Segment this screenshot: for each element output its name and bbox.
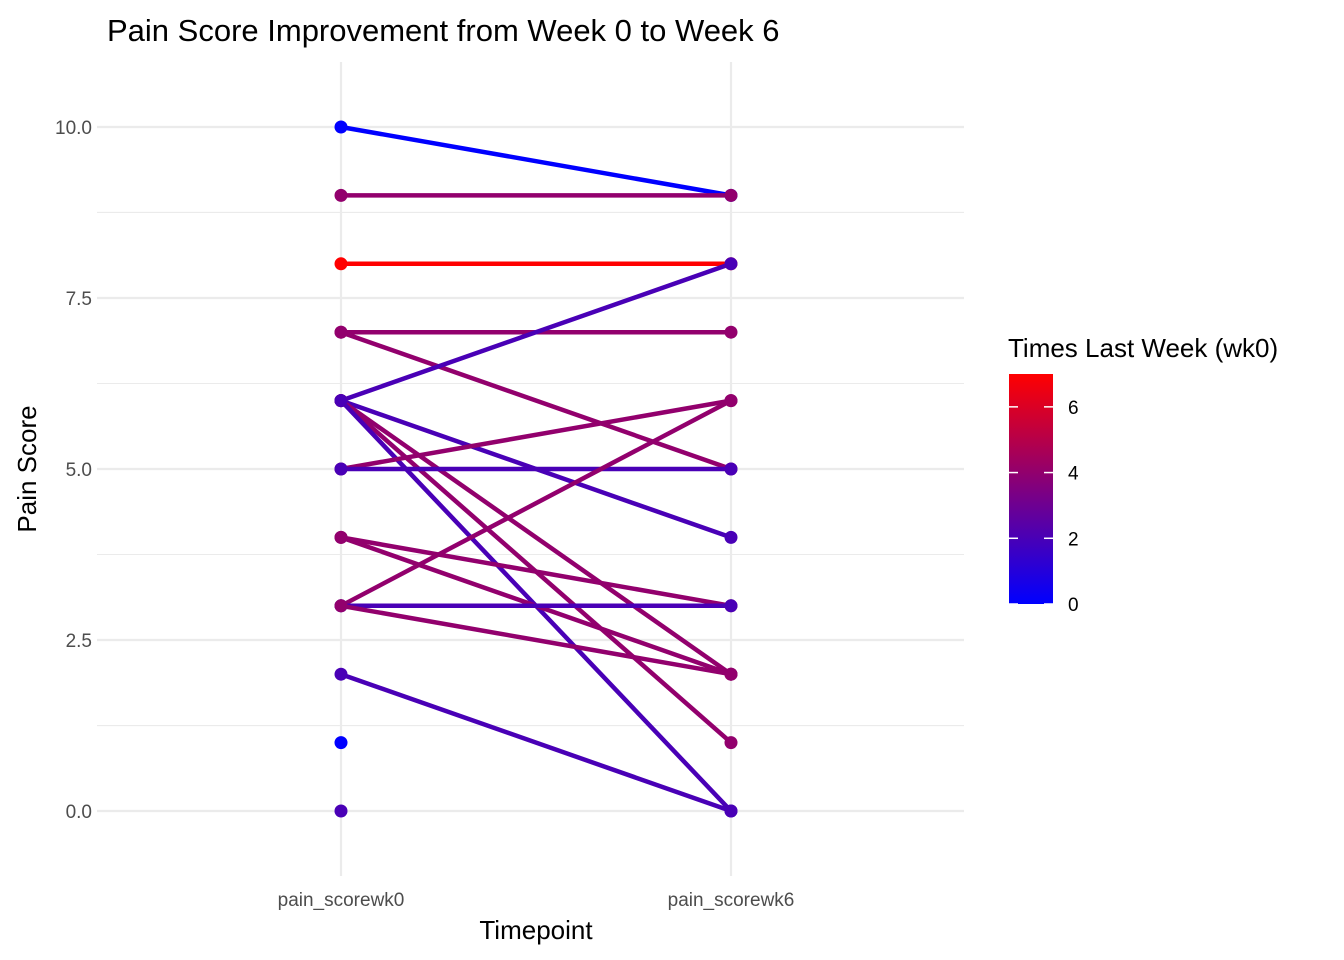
data-point-wk0 (334, 394, 348, 408)
data-point-wk0 (334, 325, 348, 339)
data-point-wk6 (724, 667, 738, 681)
x-axis-title: Timepoint (479, 915, 593, 945)
data-point-wk6 (724, 188, 738, 202)
colorbar-tick-label: 6 (1068, 398, 1079, 419)
data-point-wk6 (724, 530, 738, 544)
data-point-wk6 (724, 599, 738, 613)
data-point-wk6 (724, 804, 738, 818)
y-tick-labels: 0.0 2.5 5.0 7.5 10.0 (55, 118, 92, 823)
x-tick-labels: pain_scorewk0 pain_scorewk6 (278, 890, 795, 911)
data-point-wk0 (334, 462, 348, 476)
y-tick-label: 10.0 (55, 118, 92, 139)
data-point-wk6 (724, 394, 738, 408)
data-point-wk0 (334, 188, 348, 202)
series-line (340, 261, 732, 403)
series-line (340, 330, 732, 472)
data-point-wk6 (724, 325, 738, 339)
series-line (340, 124, 732, 198)
data-point-wk0 (334, 736, 348, 750)
data-point-wk0 (334, 120, 348, 134)
series-line (340, 398, 732, 472)
data-point-wk6 (724, 257, 738, 271)
chart-title: Pain Score Improvement from Week 0 to We… (107, 13, 780, 48)
data-point-wk0 (334, 804, 348, 818)
colorbar-tick-label: 2 (1068, 529, 1079, 550)
data-point-wk0 (334, 257, 348, 271)
data-point-wk0 (334, 599, 348, 613)
series-line (340, 535, 732, 609)
x-tick-label: pain_scorewk0 (278, 890, 405, 911)
data-point-wk0 (334, 530, 348, 544)
data-point-wk0 (334, 667, 348, 681)
legend: Times Last Week (wk0) 0 2 4 6 (1008, 333, 1278, 616)
series-line (340, 603, 732, 677)
colorbar-tick-label: 0 (1068, 595, 1079, 616)
data-lines (339, 124, 733, 814)
colorbar-ticks: 0 2 4 6 (1009, 398, 1079, 616)
data-points (334, 120, 738, 818)
series-line (339, 398, 733, 677)
y-tick-label: 0.0 (66, 802, 92, 823)
y-tick-label: 5.0 (66, 460, 92, 481)
data-point-wk6 (724, 462, 738, 476)
colorbar (1009, 374, 1053, 604)
y-tick-label: 7.5 (66, 289, 92, 310)
colorbar-tick-label: 4 (1068, 464, 1079, 485)
x-tick-label: pain_scorewk6 (668, 890, 795, 911)
data-point-wk6 (724, 736, 738, 750)
legend-title: Times Last Week (wk0) (1008, 333, 1278, 363)
series-line (339, 398, 733, 608)
y-tick-label: 2.5 (66, 631, 92, 652)
y-axis-title: Pain Score (12, 405, 42, 532)
series-line (340, 672, 732, 814)
